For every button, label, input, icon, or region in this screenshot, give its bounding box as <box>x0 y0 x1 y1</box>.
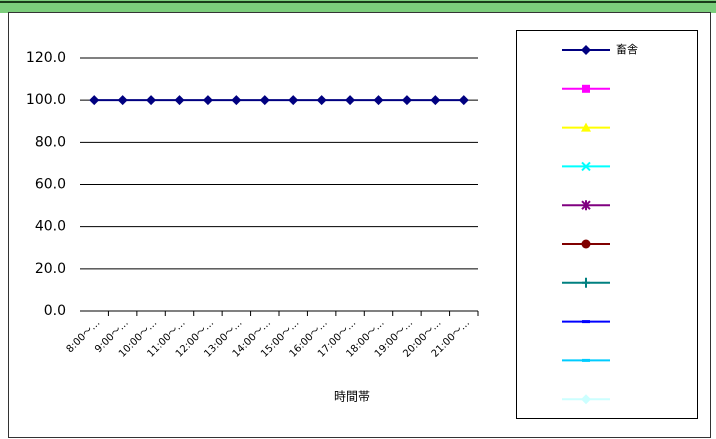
legend-box <box>516 30 698 419</box>
marker <box>174 95 185 106</box>
marker <box>582 84 590 93</box>
y-tick-label: 20.0 <box>35 261 66 277</box>
marker <box>259 95 270 106</box>
marker <box>582 358 590 362</box>
marker <box>581 200 591 211</box>
marker <box>345 95 356 106</box>
marker <box>231 95 242 106</box>
marker <box>202 95 213 106</box>
marker <box>581 161 591 172</box>
marker <box>89 95 100 106</box>
marker <box>458 95 469 106</box>
top-band <box>0 0 716 13</box>
marker <box>373 95 384 106</box>
marker <box>582 320 590 324</box>
marker <box>401 95 412 106</box>
y-tick-label: 60.0 <box>35 177 66 193</box>
marker <box>581 394 591 405</box>
marker <box>581 45 591 55</box>
legend-label: 畜舎 <box>616 42 638 56</box>
marker <box>582 277 590 288</box>
y-tick-label: 0.0 <box>44 303 66 319</box>
marker <box>117 95 128 106</box>
marker <box>581 122 591 132</box>
marker <box>430 95 441 106</box>
y-tick-label: 120.0 <box>26 50 66 66</box>
marker <box>581 239 591 249</box>
marker <box>316 95 327 106</box>
marker <box>288 95 299 106</box>
y-tick-label: 100.0 <box>26 92 66 108</box>
x-axis-label: 時間帯 <box>334 390 370 404</box>
y-tick-label: 40.0 <box>35 219 66 235</box>
marker <box>146 95 157 106</box>
y-tick-label: 80.0 <box>35 134 66 150</box>
